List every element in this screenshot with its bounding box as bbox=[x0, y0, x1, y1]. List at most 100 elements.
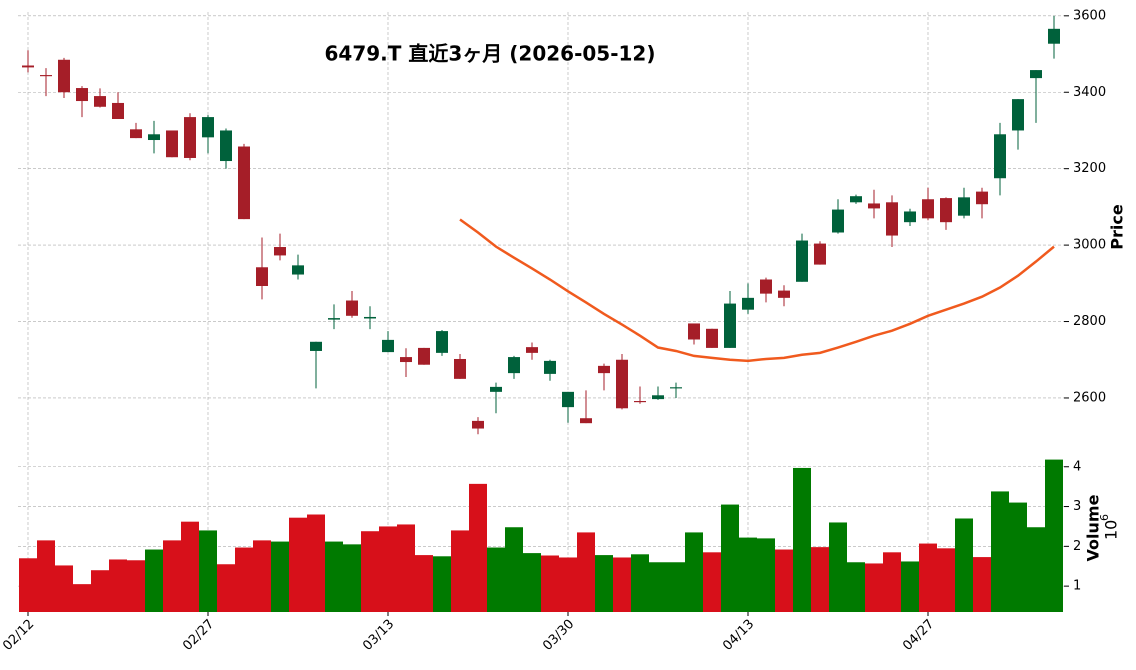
y-tick-label: 4 bbox=[1073, 459, 1081, 474]
volume-bar bbox=[649, 562, 667, 612]
volume-bar bbox=[973, 557, 991, 612]
candle-body bbox=[328, 318, 340, 320]
volume-bar bbox=[325, 541, 343, 612]
volume-bar bbox=[667, 562, 685, 612]
x-tick-label: 02/27 bbox=[180, 617, 217, 654]
volume-bar bbox=[127, 560, 145, 612]
volume-bar bbox=[487, 547, 505, 612]
volume-bar bbox=[235, 547, 253, 612]
candle-body bbox=[922, 199, 934, 219]
candle-body bbox=[184, 117, 196, 158]
x-tick-label: 04/27 bbox=[900, 617, 937, 654]
volume-bar bbox=[145, 549, 163, 612]
candle-body bbox=[148, 134, 160, 141]
volume-bar bbox=[685, 532, 703, 612]
volume-bar bbox=[721, 504, 739, 612]
candle-body bbox=[418, 347, 430, 365]
candle-body bbox=[310, 341, 322, 351]
candle-body bbox=[904, 211, 916, 223]
volume-bar bbox=[991, 491, 1009, 612]
volume-bar bbox=[181, 521, 199, 612]
candle-body bbox=[616, 359, 628, 409]
candle-body bbox=[22, 65, 34, 68]
volume-bar bbox=[469, 483, 487, 612]
candle-body bbox=[220, 130, 232, 162]
volume-bar bbox=[1009, 502, 1027, 612]
y-tick-label: 3600 bbox=[1073, 8, 1106, 23]
volume-bar bbox=[289, 517, 307, 612]
volume-bar bbox=[865, 563, 883, 612]
candle-body bbox=[112, 102, 124, 119]
candle-body bbox=[994, 134, 1006, 179]
x-tick-label: 02/12 bbox=[0, 617, 37, 654]
candle-body bbox=[130, 129, 142, 139]
volume-bar bbox=[199, 530, 217, 612]
volume-bar bbox=[505, 527, 523, 612]
volume-bar bbox=[811, 547, 829, 612]
x-tick-label: 03/13 bbox=[360, 617, 397, 654]
volume-axis-label: Volume bbox=[1084, 494, 1103, 561]
volume-offset: 10 6 bbox=[1098, 514, 1121, 540]
candle-body bbox=[688, 323, 700, 340]
volume-bar bbox=[613, 557, 631, 612]
volume-bar bbox=[307, 514, 325, 612]
volume-bar bbox=[73, 584, 91, 612]
volume-bar bbox=[361, 531, 379, 612]
volume-bar bbox=[595, 555, 613, 612]
candle-body bbox=[436, 331, 448, 353]
volume-bar bbox=[55, 565, 73, 612]
candle-body bbox=[274, 247, 286, 256]
volume-bar bbox=[793, 467, 811, 612]
volume-bar bbox=[847, 562, 865, 612]
candle-body bbox=[364, 316, 376, 319]
candle-body bbox=[580, 418, 592, 424]
candle-body bbox=[760, 279, 772, 294]
candle-body bbox=[706, 328, 718, 348]
volume-bar bbox=[1027, 527, 1045, 612]
candle-body bbox=[670, 387, 682, 389]
candle-body bbox=[400, 357, 412, 363]
candle-body bbox=[832, 209, 844, 233]
candle-body bbox=[868, 203, 880, 209]
candle-body bbox=[976, 191, 988, 205]
candle-body bbox=[292, 265, 304, 275]
volume-bar bbox=[901, 561, 919, 612]
offset-base: 10 bbox=[1102, 520, 1121, 540]
volume-bar bbox=[523, 553, 541, 612]
volume-bar bbox=[253, 540, 271, 612]
chart-title: 6479.T 直近3ヶ月 (2026-05-12) bbox=[325, 42, 656, 66]
candle-body bbox=[238, 146, 250, 220]
x-tick-label: 03/30 bbox=[540, 617, 577, 654]
candle-body bbox=[634, 401, 646, 403]
candle-body bbox=[940, 198, 952, 223]
volume-bar bbox=[757, 538, 775, 612]
price-axis-label: Price bbox=[1108, 204, 1127, 250]
y-tick-label: 2800 bbox=[1073, 314, 1106, 329]
candle-body bbox=[472, 420, 484, 429]
volume-bar bbox=[919, 543, 937, 612]
volume-bar bbox=[703, 552, 721, 612]
volume-bar bbox=[415, 555, 433, 612]
volume-bar bbox=[451, 530, 469, 612]
x-tick-label: 04/13 bbox=[720, 617, 757, 654]
volume-bar bbox=[739, 537, 757, 612]
candle-body bbox=[76, 88, 88, 102]
y-tick-label: 3400 bbox=[1073, 85, 1106, 100]
volume-bar bbox=[1045, 459, 1063, 612]
y-tick-label: 3 bbox=[1073, 499, 1081, 514]
candle-body bbox=[742, 297, 754, 310]
volume-bar bbox=[271, 541, 289, 612]
volume-bar bbox=[829, 522, 847, 612]
y-tick-label: 3000 bbox=[1073, 238, 1106, 253]
volume-bar bbox=[109, 559, 127, 612]
candle-body bbox=[166, 130, 178, 158]
y-tick-label: 2 bbox=[1073, 539, 1081, 554]
candle-body bbox=[382, 339, 394, 353]
volume-bar bbox=[937, 548, 955, 612]
candle-body bbox=[1030, 70, 1042, 79]
candle-body bbox=[40, 75, 52, 77]
volume-bar bbox=[541, 555, 559, 612]
volume-bar bbox=[631, 554, 649, 612]
volume-bar bbox=[163, 540, 181, 612]
